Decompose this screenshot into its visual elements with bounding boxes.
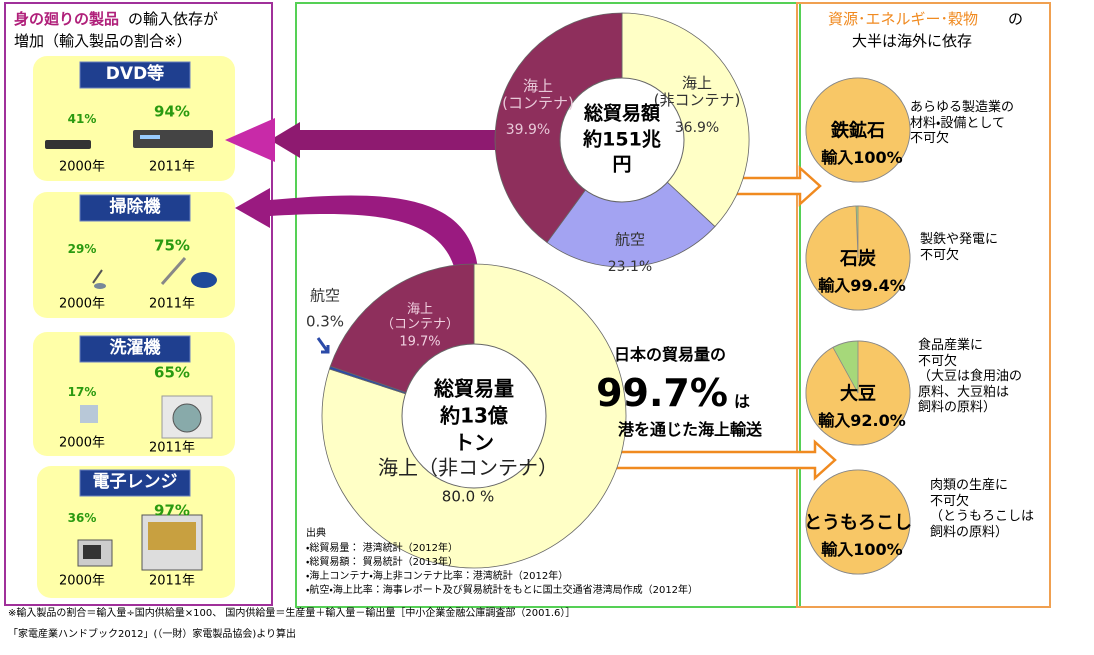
year-label: 2000年 xyxy=(58,159,106,175)
source-item: ・総貿易量： 港湾統計（2012年） xyxy=(306,543,459,554)
pie-slice xyxy=(805,469,911,575)
pies xyxy=(321,12,911,575)
import-share: 94% xyxy=(154,102,190,121)
sources-heading: 出典 xyxy=(306,528,326,539)
resource-name: 大豆 xyxy=(840,383,876,405)
slice-value: 0.3% xyxy=(305,312,345,331)
note-suffix: は xyxy=(733,391,751,411)
slice-value: 19.7% xyxy=(399,334,441,350)
slice-label: 航空 xyxy=(614,230,646,249)
product-icons xyxy=(45,130,217,571)
slice-value: 23.1% xyxy=(607,258,653,275)
pie-slice xyxy=(494,12,623,244)
product-name: 電子レンジ xyxy=(92,472,178,493)
year-label: 2000年 xyxy=(58,435,106,451)
donut-center-label: 総貿易量 約13億 トン xyxy=(434,376,514,455)
year-label: 2011年 xyxy=(148,296,196,312)
pie-slice xyxy=(805,77,911,183)
donut-center-label: 総貿易額 約151兆 円 xyxy=(583,102,661,176)
source-item: ・総貿易額： 貿易統計（2013年） xyxy=(306,557,459,568)
import-ratio: 輸入100% xyxy=(821,539,903,559)
import-share: 17% xyxy=(67,385,97,400)
resource-name: 鉄鉱石 xyxy=(831,120,885,142)
left-title: の輸入依存が xyxy=(128,10,219,28)
resource-note: 肉類の生産に 不可欠 （とうもろこしは 飼料の原料） xyxy=(930,478,1035,540)
pie-slice xyxy=(546,139,716,268)
slice-label: 海上 (コンテナ) xyxy=(502,76,574,112)
year-label: 2011年 xyxy=(148,159,196,175)
resource-note: 製鉄や発電に 不可欠 xyxy=(920,232,999,263)
product-name: 掃除機 xyxy=(109,197,161,218)
import-share: 41% xyxy=(67,112,97,127)
resource-note: あらゆる製造業の 材料・設備として 不可欠 xyxy=(910,100,1015,147)
import-share: 36% xyxy=(67,511,97,526)
donut-hole xyxy=(401,343,547,489)
slice-value: 36.9% xyxy=(674,119,720,136)
import-share: 65% xyxy=(154,363,190,382)
right-title: の xyxy=(1008,10,1024,28)
resource-name: とうもろこし xyxy=(804,512,912,534)
product-name: DVD等 xyxy=(105,64,165,85)
slice-value: 80.0 % xyxy=(441,487,495,506)
left-title-emphasis: 身の廻りの製品 xyxy=(14,10,120,28)
magenta-arrows xyxy=(225,118,495,270)
resource-note: 食品産業に 不可欠 （大豆は食用油の 原料、大豆粕は 飼料の原料） xyxy=(918,338,1023,416)
slice-label: 海上 （コンテナ） xyxy=(380,302,460,332)
source-item: ・海上コンテナ・海上非コンテナ比率：港湾統計（2012年） xyxy=(306,571,569,582)
year-label: 2000年 xyxy=(58,573,106,589)
donut-hole xyxy=(559,77,685,203)
left-panel xyxy=(4,2,273,606)
source-item: ・航空・海上比率：海事レポート及び貿易統計をもとに国土交通省港湾局作成（2012… xyxy=(306,585,699,596)
slice-label: 海上 (非コンテナ) xyxy=(653,73,741,109)
right-panel xyxy=(796,2,1051,608)
year-label: 2000年 xyxy=(58,296,106,312)
slice-label: 海上（非コンテナ） xyxy=(378,455,558,480)
slice-value: 39.9% xyxy=(505,121,551,138)
note-line: 日本の貿易量の xyxy=(613,344,727,364)
note-line: 港を通じた海上輸送 xyxy=(617,419,763,439)
import-share: 75% xyxy=(154,236,190,255)
year-label: 2011年 xyxy=(148,573,196,589)
pie-slice xyxy=(621,12,750,228)
import-share: 29% xyxy=(67,242,97,257)
import-ratio: 輸入99.4% xyxy=(818,275,906,295)
left-title: 増加（輸入製品の割合※） xyxy=(14,32,192,50)
note-figure: 99.7% xyxy=(596,371,728,416)
year-label: 2011年 xyxy=(148,440,196,456)
pointer-arrow xyxy=(316,337,330,354)
footnote: 「家電産業ハンドブック2012」(（一財）家電製品協会)より算出 xyxy=(8,629,297,640)
pie-slice xyxy=(805,340,911,446)
import-share: 97% xyxy=(154,501,190,520)
right-title-emphasis: 資源･エネルギー･穀物 xyxy=(828,10,979,28)
right-title: 大半は海外に依存 xyxy=(852,32,973,50)
pie-slice xyxy=(805,205,911,311)
import-ratio: 輸入92.0% xyxy=(818,410,906,430)
import-ratio: 輸入100% xyxy=(821,147,903,167)
product-headers xyxy=(79,61,191,497)
center-panel xyxy=(295,2,801,608)
product-name: 洗濯機 xyxy=(109,338,161,359)
resource-name: 石炭 xyxy=(840,248,876,270)
slice-label: 航空 xyxy=(309,286,341,305)
footnote: ※輸入製品の割合＝輸入量÷国内供給量×100、 国内供給量＝生産量＋輸入量－輸出… xyxy=(8,608,576,619)
